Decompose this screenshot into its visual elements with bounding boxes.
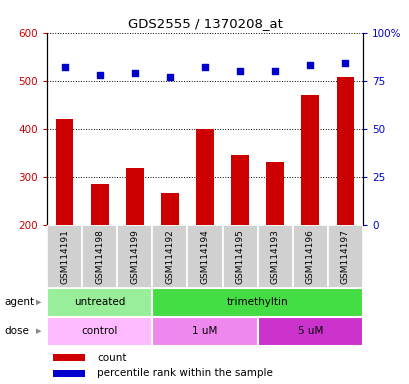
Text: GSM114191: GSM114191	[60, 229, 69, 284]
Point	[61, 64, 68, 70]
Text: 5 uM: 5 uM	[297, 326, 322, 336]
Text: dose: dose	[4, 326, 29, 336]
Bar	[257, 317, 362, 346]
Bar	[56, 119, 73, 225]
Bar	[47, 288, 152, 317]
Bar	[336, 77, 353, 225]
Bar	[53, 370, 85, 377]
Point	[166, 74, 173, 80]
Bar	[126, 168, 143, 225]
Bar	[82, 225, 117, 288]
Bar	[161, 194, 178, 225]
Text: untreated: untreated	[74, 297, 125, 308]
Bar	[222, 225, 257, 288]
Bar	[266, 162, 283, 225]
Bar	[327, 225, 362, 288]
Text: GSM114198: GSM114198	[95, 229, 104, 284]
Text: count: count	[97, 353, 126, 363]
Text: GSM114193: GSM114193	[270, 229, 279, 284]
Point	[131, 70, 138, 76]
Bar	[196, 129, 213, 225]
Text: GSM114196: GSM114196	[305, 229, 314, 284]
Bar	[117, 225, 152, 288]
Text: GSM114197: GSM114197	[340, 229, 349, 284]
Text: percentile rank within the sample: percentile rank within the sample	[97, 368, 272, 378]
Text: GSM114192: GSM114192	[165, 229, 174, 284]
Bar	[231, 155, 248, 225]
Point	[236, 68, 243, 74]
Bar	[152, 288, 362, 317]
Bar	[152, 317, 257, 346]
Text: GSM114194: GSM114194	[200, 229, 209, 284]
Text: trimethyltin: trimethyltin	[226, 297, 288, 308]
Point	[306, 62, 313, 68]
Bar	[187, 225, 222, 288]
Text: 1 uM: 1 uM	[192, 326, 217, 336]
Text: agent: agent	[4, 297, 34, 308]
Bar	[301, 95, 318, 225]
Bar	[47, 317, 152, 346]
Bar	[53, 354, 85, 361]
Point	[96, 72, 103, 78]
Bar	[152, 225, 187, 288]
Text: GSM114199: GSM114199	[130, 229, 139, 284]
Text: GSM114195: GSM114195	[235, 229, 244, 284]
Bar	[257, 225, 292, 288]
Text: control: control	[81, 326, 118, 336]
Bar	[91, 184, 108, 225]
Point	[271, 68, 278, 74]
Point	[341, 60, 348, 66]
Bar	[47, 225, 82, 288]
Bar	[292, 225, 327, 288]
Point	[201, 64, 208, 70]
Text: GDS2555 / 1370208_at: GDS2555 / 1370208_at	[127, 17, 282, 30]
